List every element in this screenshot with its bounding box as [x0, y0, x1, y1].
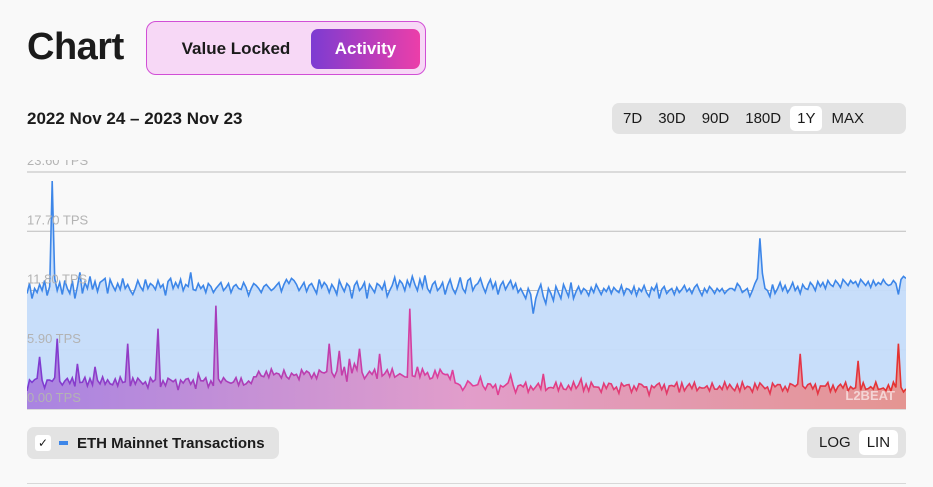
range-90d-button[interactable]: 90D [701, 110, 730, 127]
scale-lin-button[interactable]: LIN [858, 430, 899, 455]
range-1y-button[interactable]: 1Y [790, 106, 823, 131]
y-tick-label: 11.80 TPS [27, 272, 88, 287]
time-range-selector: 7D 30D 90D 180D 1Y MAX [612, 103, 906, 134]
chart-type-switch: Value Locked Activity [146, 21, 426, 75]
legend: ✓ ETH Mainnet Transactions [27, 427, 279, 459]
legend-checkbox[interactable]: ✓ [35, 435, 51, 451]
page-title: Chart [27, 26, 124, 68]
bottom-divider [27, 483, 906, 484]
watermark: L2BEAT [845, 388, 895, 403]
activity-tab[interactable]: Activity [311, 29, 420, 69]
eth-line [27, 305, 906, 399]
activity-chart: 0.00 TPS 5.90 TPS 11.80 TPS 17.70 TPS 23.60 … [27, 160, 906, 410]
date-range-label: 2022 Nov 24 – 2023 Nov 23 [27, 109, 243, 128]
range-max-button[interactable]: MAX [831, 110, 864, 127]
y-tick-label: 0.00 TPS [27, 390, 81, 405]
range-30d-button[interactable]: 30D [658, 110, 686, 127]
y-tick-label: 17.70 TPS [27, 212, 89, 227]
y-tick-label: 5.90 TPS [27, 331, 81, 346]
range-180d-button[interactable]: 180D [745, 110, 782, 127]
scale-log-button[interactable]: LOG [819, 434, 851, 451]
range-7d-button[interactable]: 7D [623, 110, 643, 127]
series-line [27, 180, 906, 314]
value-locked-tab[interactable]: Value Locked [181, 39, 291, 58]
legend-swatch [59, 441, 68, 445]
scale-selector: LOG LIN [807, 427, 906, 458]
y-tick-label: 23.60 TPS [27, 160, 89, 168]
legend-label: ETH Mainnet Transactions [77, 434, 265, 452]
series-area [27, 181, 906, 409]
